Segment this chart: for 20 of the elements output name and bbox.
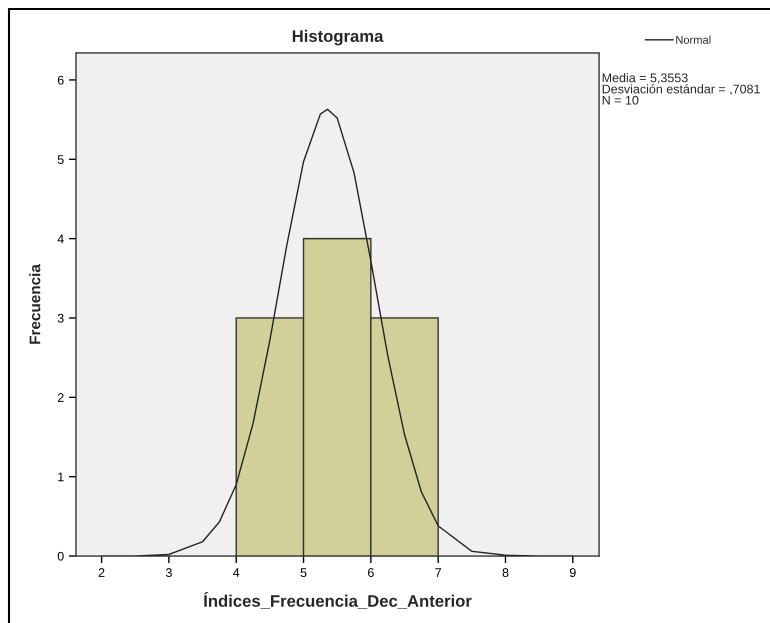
text: Media = 5,3553 Desviación estándar = ,7081 N = 10: [602, 73, 760, 105]
y-tick-label: 3: [58, 314, 64, 323]
x-tick-label: 4: [233, 568, 240, 577]
x-tick-label: 2: [98, 568, 104, 577]
y-tick-label: 5: [58, 155, 64, 164]
chart-title: Histograma: [292, 30, 384, 46]
y-tick-label: 0: [58, 552, 64, 561]
x-tick-label: 7: [435, 568, 442, 577]
x-tick-label: 5: [300, 568, 306, 578]
y-tick-label: 1: [58, 472, 64, 482]
y-axis-title: Frecuencia: [29, 264, 40, 344]
y-tick-label: 6: [58, 76, 64, 85]
legend-label: Normal: [676, 36, 710, 44]
x-tick-label: 6: [368, 568, 374, 578]
y-tick-label: 2: [58, 393, 64, 402]
y-tick-label: 4: [58, 234, 64, 244]
x-axis-title: Índices_Frecuencia_Dec_Anterior: [204, 592, 472, 609]
x-tick-label: 8: [502, 568, 508, 578]
x-tick-label: 9: [570, 568, 576, 578]
x-tick-label: 3: [166, 568, 172, 578]
